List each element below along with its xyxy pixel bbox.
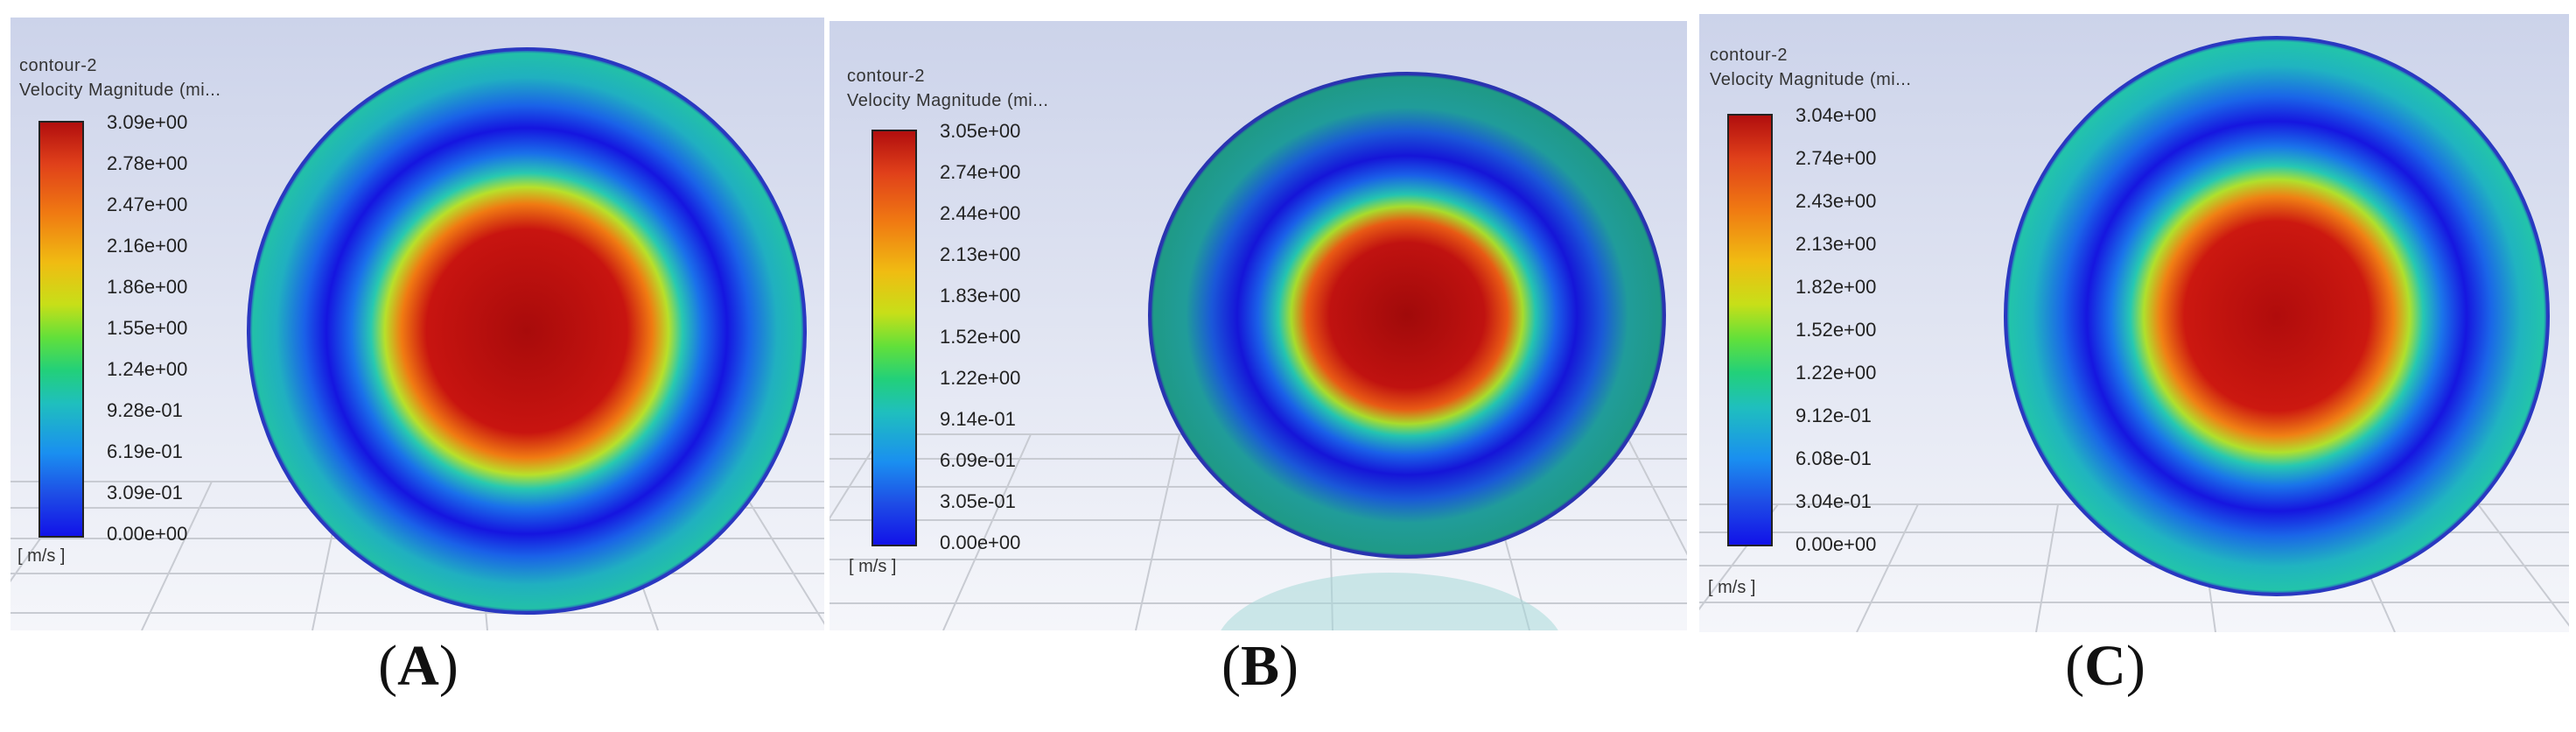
tick-label: 9.12e-01 [1796, 405, 1872, 426]
contour-plot-c [1699, 14, 2569, 632]
tick-label: 9.28e-01 [107, 399, 183, 421]
field-name: Velocity Magnitude (mi... [1710, 70, 1912, 89]
field-name: Velocity Magnitude (mi... [847, 91, 1049, 110]
contour-name: contour-2 [847, 67, 925, 86]
tick-label: 1.55e+00 [107, 317, 188, 339]
caption-open: ( [2065, 634, 2085, 698]
caption-open: ( [1222, 634, 1241, 698]
color-bar [38, 121, 84, 538]
pipe-cross-section [1148, 72, 1666, 559]
units-label: [ m/s ] [1708, 578, 1756, 597]
caption-close: ) [438, 634, 458, 698]
color-bar [872, 130, 917, 546]
caption-close: ) [2125, 634, 2146, 698]
tick-label: 2.13e+00 [1796, 233, 1877, 255]
contour-name: contour-2 [1710, 46, 1788, 65]
tick-label: 3.09e-01 [107, 482, 183, 503]
tick-label: 2.13e+00 [940, 243, 1021, 265]
tick-label: 1.22e+00 [940, 367, 1021, 389]
pipe-cross-section [247, 47, 807, 615]
tick-label: 2.44e+00 [940, 202, 1021, 224]
contour-plot-b [830, 21, 1687, 630]
tick-label: 0.00e+00 [107, 523, 188, 545]
tick-label: 3.04e+00 [1796, 104, 1877, 126]
tick-label: 2.47e+00 [107, 194, 188, 215]
units-label: [ m/s ] [849, 557, 897, 576]
tick-label: 2.74e+00 [1796, 147, 1877, 169]
tick-label: 1.52e+00 [1796, 319, 1877, 341]
tick-label: 6.19e-01 [107, 440, 183, 462]
color-bar [1727, 114, 1773, 546]
caption-close: ) [1279, 634, 1298, 698]
tick-label: 1.52e+00 [940, 326, 1021, 348]
tick-label: 2.43e+00 [1796, 190, 1877, 212]
viewport-b: contour-2 Velocity Magnitude (mi... 3.05… [830, 21, 1687, 630]
tick-label: 1.83e+00 [940, 285, 1021, 306]
viewport-c: contour-2 Velocity Magnitude (mi... 3.04… [1699, 14, 2569, 632]
panel-c: contour-2 Velocity Magnitude (mi... 3.04… [1694, 0, 2576, 732]
tick-label: 6.08e-01 [1796, 447, 1872, 469]
tick-label: 9.14e-01 [940, 408, 1016, 430]
tick-label: 3.05e-01 [940, 490, 1016, 512]
tick-label: 1.86e+00 [107, 276, 188, 298]
tick-label: 6.09e-01 [940, 449, 1016, 471]
tick-label: 0.00e+00 [940, 531, 1021, 553]
tick-label: 2.16e+00 [107, 235, 188, 257]
tick-label: 1.82e+00 [1796, 276, 1877, 298]
panel-a: contour-2 Velocity Magnitude (mi... 3.09… [0, 0, 840, 732]
panel-b: contour-2 Velocity Magnitude (mi... 3.05… [822, 0, 1698, 732]
field-name: Velocity Magnitude (mi... [19, 81, 221, 100]
tick-label: 2.78e+00 [107, 152, 188, 174]
caption-letter: C [2084, 634, 2126, 698]
units-label: [ m/s ] [18, 546, 66, 566]
tick-label: 1.22e+00 [1796, 362, 1877, 384]
caption-letter: B [1240, 634, 1280, 698]
panel-caption: (A) [287, 637, 550, 695]
contour-plot-a [10, 18, 824, 630]
tick-label: 2.74e+00 [940, 161, 1021, 183]
shadow-dome [1221, 573, 1558, 630]
caption-open: ( [378, 634, 398, 698]
contour-name: contour-2 [19, 56, 97, 75]
pipe-cross-section [2004, 36, 2550, 596]
tick-label: 1.24e+00 [107, 358, 188, 380]
tick-label: 3.05e+00 [940, 120, 1021, 142]
panel-caption: (B) [1129, 637, 1391, 695]
tick-label: 3.09e+00 [107, 111, 188, 133]
panel-caption: (C) [1974, 637, 2236, 695]
caption-letter: A [397, 634, 439, 698]
tick-label: 3.04e-01 [1796, 490, 1872, 512]
tick-label: 0.00e+00 [1796, 533, 1877, 555]
viewport-a: contour-2 Velocity Magnitude (mi... 3.09… [10, 18, 824, 630]
